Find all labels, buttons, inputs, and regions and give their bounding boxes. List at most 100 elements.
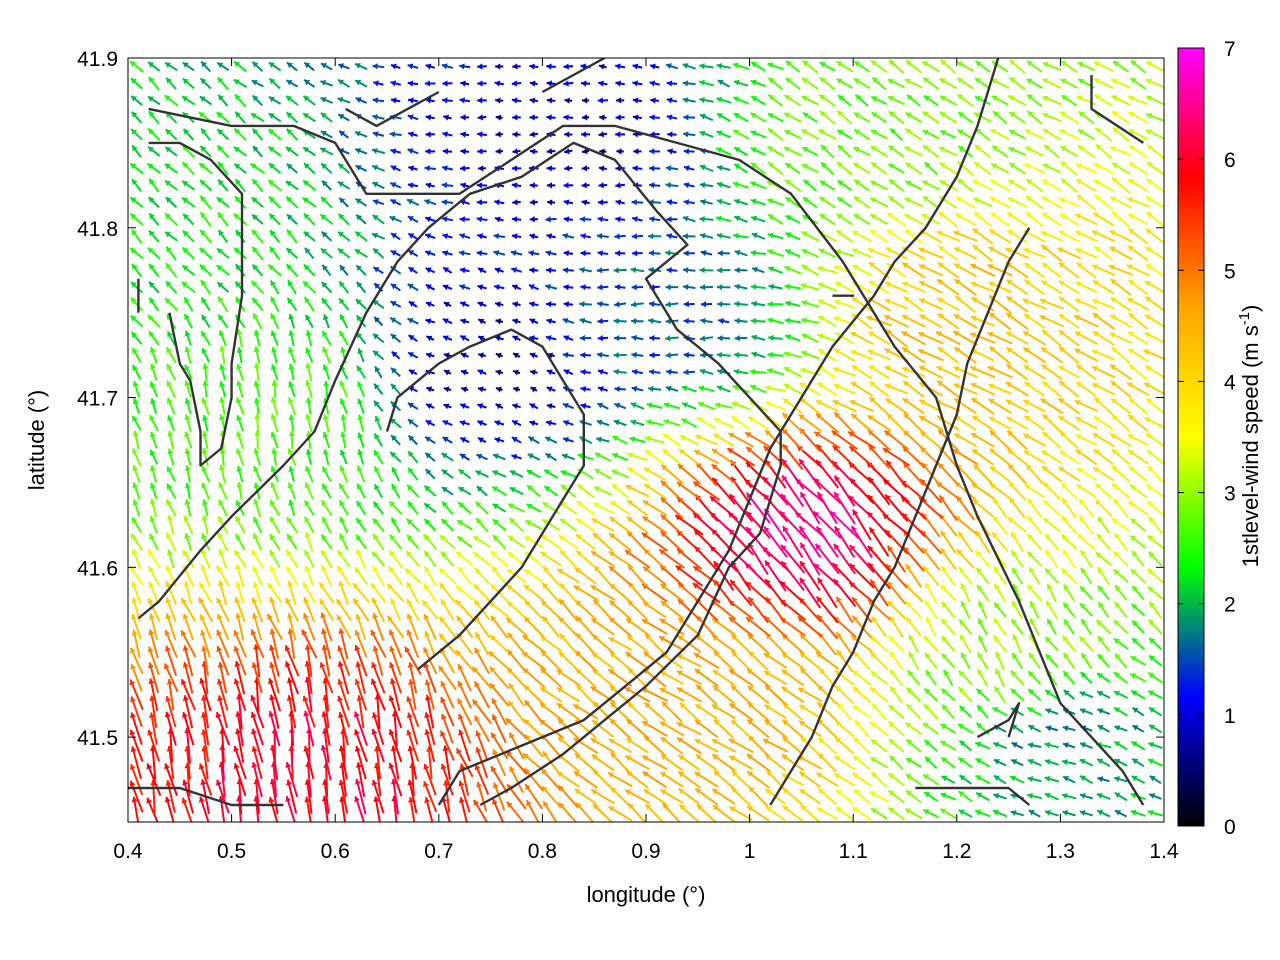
wind-vector	[233, 762, 247, 797]
wind-vector	[852, 736, 871, 755]
wind-vector	[834, 525, 856, 558]
wind-vector	[216, 629, 230, 658]
wind-vector	[236, 481, 243, 501]
wind-vector	[234, 515, 246, 534]
wind-vector	[423, 518, 437, 532]
wind-vector	[993, 686, 1007, 704]
wind-vector	[166, 514, 175, 535]
wind-vector	[871, 615, 888, 638]
wind-vector	[711, 753, 736, 772]
wind-vector	[556, 686, 581, 703]
wind-vector	[406, 581, 420, 604]
wind-vector	[198, 582, 213, 604]
wind-vector-layer	[129, 59, 1164, 822]
wind-vector	[958, 809, 973, 818]
wind-vector	[1009, 775, 1025, 784]
wind-vector	[1062, 652, 1076, 670]
wind-vector	[835, 685, 855, 704]
wind-vector	[524, 599, 544, 620]
wind-vector	[906, 686, 922, 703]
wind-vector	[489, 634, 510, 654]
wind-vector	[253, 498, 262, 518]
wind-vector	[644, 803, 665, 822]
wind-vector	[146, 763, 162, 796]
wind-vector	[940, 601, 956, 619]
wind-vector	[960, 600, 971, 619]
wind-vector	[1127, 500, 1149, 516]
wind-vector	[835, 806, 854, 821]
wind-vector	[1062, 742, 1076, 749]
wind-vector	[457, 663, 472, 692]
wind-vector	[1044, 532, 1060, 551]
wind-vector	[440, 713, 454, 744]
wind-vector	[938, 494, 958, 522]
y-tick-label: 41.8	[77, 218, 118, 241]
wind-vector	[356, 483, 366, 499]
wind-vector	[217, 580, 228, 606]
wind-vector	[815, 771, 839, 788]
wind-vector	[424, 694, 435, 729]
wind-vector	[355, 613, 367, 640]
wind-vector	[923, 687, 939, 702]
wind-vector	[1112, 568, 1129, 583]
wind-vector	[922, 722, 940, 736]
wind-vector	[941, 775, 956, 784]
wind-vector	[993, 601, 1007, 618]
wind-vector	[975, 791, 990, 802]
wind-vector	[1010, 549, 1024, 568]
wind-vector	[319, 661, 334, 694]
wind-vector	[992, 741, 1008, 750]
wind-vector	[834, 720, 855, 738]
wind-vector	[1113, 690, 1129, 699]
wind-vector	[371, 565, 385, 587]
wind-vector	[816, 807, 839, 820]
wind-vector	[149, 515, 158, 534]
wind-vector	[676, 736, 702, 755]
wind-vector	[320, 628, 332, 660]
wind-vector	[939, 584, 957, 602]
colorbar-title-main: 1stlevel-wind speed (m s	[1238, 325, 1263, 567]
wind-vector	[1097, 653, 1111, 669]
wind-vector	[676, 670, 702, 686]
wind-vector	[1097, 566, 1111, 585]
wind-vector	[302, 695, 316, 728]
wind-vector	[268, 644, 280, 677]
wind-vector	[506, 801, 525, 822]
wind-vector	[288, 499, 296, 517]
wind-vector	[729, 806, 753, 822]
wind-vector	[730, 650, 751, 671]
wind-vector	[1111, 517, 1131, 533]
wind-vector	[781, 686, 805, 704]
wind-vector	[490, 615, 509, 639]
wind-vector	[592, 598, 613, 621]
wind-vector	[424, 729, 436, 763]
wind-vector	[728, 738, 754, 754]
wind-vector	[852, 686, 872, 704]
wind-vector	[1042, 517, 1061, 533]
wind-vector	[957, 756, 973, 769]
wind-vector	[337, 661, 350, 695]
wind-vector	[905, 757, 922, 768]
wind-vector	[250, 548, 265, 569]
wind-vector	[627, 702, 648, 722]
wind-vector	[507, 535, 526, 549]
wind-vector	[939, 807, 957, 820]
wind-vector	[491, 798, 505, 822]
wind-vector	[148, 581, 160, 605]
wind-vector	[148, 613, 159, 641]
wind-vector	[591, 517, 615, 532]
wind-vector	[976, 584, 990, 602]
wind-vector	[472, 551, 492, 567]
wind-vector	[407, 500, 419, 516]
wind-vector	[958, 774, 972, 785]
wind-vector	[642, 565, 667, 586]
wind-vector	[339, 516, 349, 534]
wind-vector	[355, 661, 366, 695]
x-tick-label: 0.5	[217, 840, 246, 863]
wind-vector	[1010, 531, 1025, 553]
wind-vector	[1027, 792, 1042, 800]
wind-vector	[406, 729, 420, 762]
wind-vector	[575, 615, 596, 638]
wind-vector	[958, 566, 973, 586]
wind-vector	[353, 711, 369, 746]
